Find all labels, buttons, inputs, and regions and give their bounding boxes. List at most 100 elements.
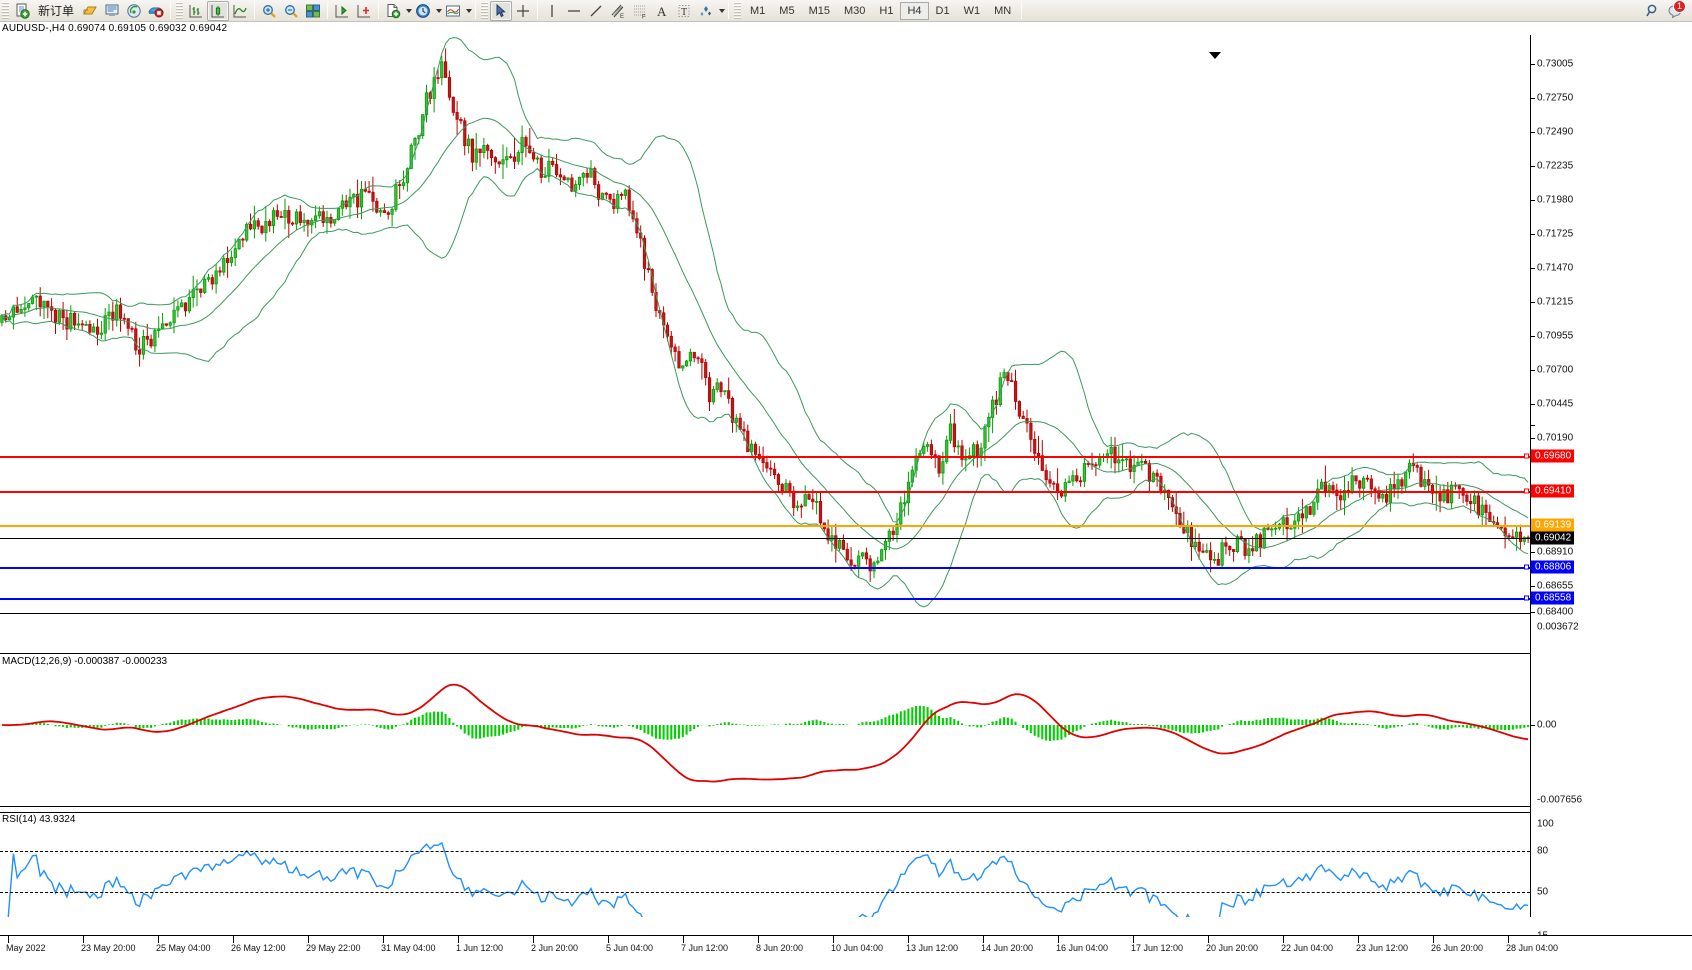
support-handle-68806[interactable]: [1524, 564, 1529, 570]
zoom-in-icon[interactable]: [258, 1, 280, 21]
price-tick-2: 0.72490: [1537, 126, 1574, 138]
price-tick-8: 0.70955: [1537, 330, 1574, 342]
terminal-icon[interactable]: [101, 1, 123, 21]
price-badge-resistance-2[interactable]: 0.69410: [1531, 484, 1575, 498]
timeframe-m15[interactable]: M15: [808, 4, 830, 17]
toolbar-grip-2[interactable]: [176, 1, 184, 20]
vline-icon[interactable]: [541, 1, 563, 21]
candlestick-series: [0, 48, 1530, 582]
pane-separator-macd-top: [0, 653, 1692, 654]
chevron-down-icon-3[interactable]: [466, 8, 473, 13]
date-tick: [1508, 936, 1509, 943]
macd-tick-min: -0.007656: [1537, 794, 1583, 806]
resistance-handle-69410[interactable]: [1524, 488, 1529, 494]
resistance-handle-69680[interactable]: [1524, 453, 1529, 459]
trendline-icon[interactable]: [585, 1, 607, 21]
date-tick: [608, 936, 609, 943]
tile-windows-icon[interactable]: [302, 1, 324, 21]
fibonacci-icon[interactable]: F: [629, 1, 651, 21]
macd-tick-max: 0.003672: [1537, 621, 1579, 633]
date-tick-label: 13 Jun 12:00: [906, 943, 959, 953]
price-badge-resistance-1[interactable]: 0.69680: [1531, 449, 1575, 463]
date-tick: [158, 936, 159, 943]
date-tick-label: 7 Jun 12:00: [681, 943, 729, 953]
rsi-level-80: [0, 851, 1530, 852]
rsi-tick-80: 80: [1537, 845, 1549, 857]
candle-chart-icon[interactable]: [207, 0, 230, 21]
chevron-down-icon-4[interactable]: [719, 8, 726, 13]
navigator-icon[interactable]: [123, 1, 145, 21]
timeframe-h4[interactable]: H4: [900, 1, 929, 20]
crosshair-icon[interactable]: [512, 1, 534, 21]
timeframe-m5[interactable]: M5: [779, 4, 795, 17]
line-chart-icon[interactable]: [229, 1, 251, 21]
support-line-68558[interactable]: [0, 598, 1530, 600]
timeframe-h1[interactable]: H1: [879, 4, 894, 17]
date-tick-label: 22 Jun 04:00: [1281, 943, 1334, 953]
equidistant-channel-icon[interactable]: E: [607, 1, 629, 21]
chevron-down-icon-2[interactable]: [436, 8, 443, 13]
cursor-icon[interactable]: [490, 0, 513, 21]
bar-chart-icon[interactable]: [185, 1, 207, 21]
date-tick: [1433, 936, 1434, 943]
date-tick: [383, 936, 384, 943]
support-line-68806[interactable]: [0, 567, 1530, 569]
folder-icon[interactable]: [79, 1, 101, 21]
chart-shift-icon[interactable]: [331, 1, 353, 21]
pivot-line-69139[interactable]: [0, 525, 1530, 527]
zoom-out-icon[interactable]: [280, 1, 302, 21]
add-indicator-icon[interactable]: [382, 1, 404, 21]
toolbar-grip[interactable]: [2, 1, 9, 20]
resistance-line-69680[interactable]: [0, 456, 1530, 458]
autotrading-icon[interactable]: [145, 1, 167, 21]
symbol-info-bar: AUDUSD-,H4 0.69074 0.69105 0.69032 0.690…: [0, 22, 1692, 35]
date-tick-label: 26 May 12:00: [231, 943, 286, 953]
price-badge-pivot[interactable]: 0.69139: [1531, 518, 1575, 532]
toolbar-grip-3[interactable]: [481, 1, 489, 20]
auto-scroll-icon[interactable]: [353, 1, 375, 21]
rsi-tick-50: 50: [1537, 886, 1549, 898]
templates-icon[interactable]: [442, 1, 464, 21]
price-chart-canvas[interactable]: [0, 35, 1530, 917]
objects-icon[interactable]: [695, 1, 717, 21]
price-badge-support-1[interactable]: 0.68806: [1531, 560, 1575, 574]
hline-icon[interactable]: [563, 1, 585, 21]
support-handle-68558[interactable]: [1524, 595, 1529, 601]
chevron-down-icon[interactable]: [406, 8, 413, 13]
search-icon[interactable]: [1642, 1, 1664, 21]
new-order-icon[interactable]: [11, 1, 33, 21]
toolbar-separator-8: [1021, 2, 1023, 19]
timeframe-m30[interactable]: M30: [843, 4, 866, 17]
date-tick: [1358, 936, 1359, 943]
date-tick-label: 28 Jun 04:00: [1506, 943, 1559, 953]
toolbar-grip-4[interactable]: [734, 1, 742, 20]
price-badge-support-2[interactable]: 0.68558: [1531, 591, 1575, 605]
timeframe-d1[interactable]: D1: [935, 4, 950, 17]
alerts-icon[interactable]: 1: [1664, 0, 1688, 21]
svg-text:E: E: [620, 14, 624, 19]
toolbar-separator-7: [728, 2, 730, 19]
label-icon[interactable]: T: [673, 1, 695, 21]
period-icon[interactable]: [412, 1, 434, 21]
date-tick-label: 26 Jun 20:00: [1431, 943, 1484, 953]
date-tick: [983, 936, 984, 943]
macd-tick-zero: 0.00: [1537, 719, 1557, 731]
price-tick-13: 0.68655: [1537, 580, 1574, 592]
new-order-label[interactable]: 新订单: [38, 4, 75, 18]
chart-area[interactable]: MACD(12,26,9) -0.000387 -0.000233 RSI(14…: [0, 35, 1692, 970]
resistance-line-69410[interactable]: [0, 491, 1530, 493]
toolbar-separator-2: [254, 2, 256, 19]
text-icon[interactable]: A: [651, 1, 673, 21]
toolbar-separator-3: [327, 2, 329, 19]
current-price-line: [0, 538, 1530, 539]
pane-separator-rsi-top: [0, 812, 1692, 813]
date-tick: [233, 936, 234, 943]
timeframe-w1[interactable]: W1: [963, 4, 981, 17]
timeframe-mn[interactable]: MN: [994, 4, 1012, 17]
date-axis[interactable]: May 2022 23 May 20:00 25 May 04:00 26 May 1…: [0, 935, 1692, 970]
date-tick-label: 17 Jun 12:00: [1131, 943, 1184, 953]
timeframe-m1[interactable]: M1: [750, 4, 766, 17]
date-tick: [833, 936, 834, 943]
price-axis[interactable]: 0.73005 0.72750 0.72490 0.72235 0.71980 …: [1530, 35, 1692, 942]
date-tick: [308, 936, 309, 943]
